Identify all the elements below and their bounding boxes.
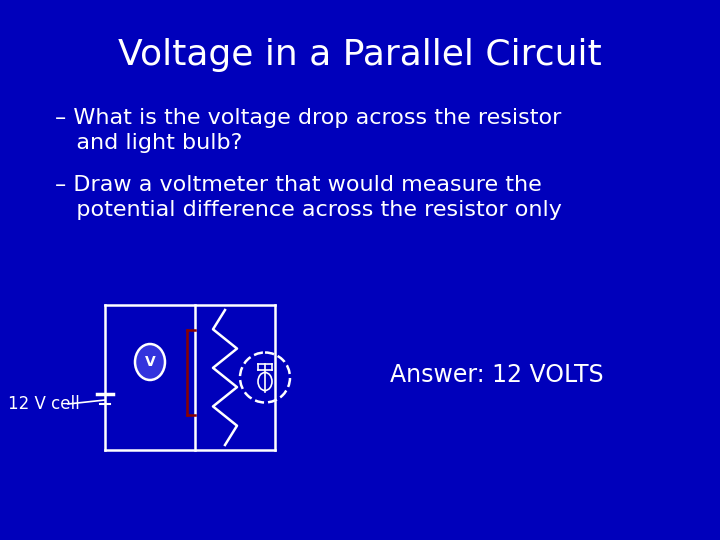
Text: Voltage in a Parallel Circuit: Voltage in a Parallel Circuit <box>118 38 602 72</box>
Text: potential difference across the resistor only: potential difference across the resistor… <box>55 200 562 220</box>
Text: and light bulb?: and light bulb? <box>55 133 243 153</box>
Text: Answer: 12 VOLTS: Answer: 12 VOLTS <box>390 363 603 387</box>
Text: 12 V cell: 12 V cell <box>8 395 80 413</box>
Ellipse shape <box>135 344 165 380</box>
Text: – Draw a voltmeter that would measure the: – Draw a voltmeter that would measure th… <box>55 175 541 195</box>
Text: V: V <box>145 355 156 369</box>
Text: – What is the voltage drop across the resistor: – What is the voltage drop across the re… <box>55 108 562 128</box>
